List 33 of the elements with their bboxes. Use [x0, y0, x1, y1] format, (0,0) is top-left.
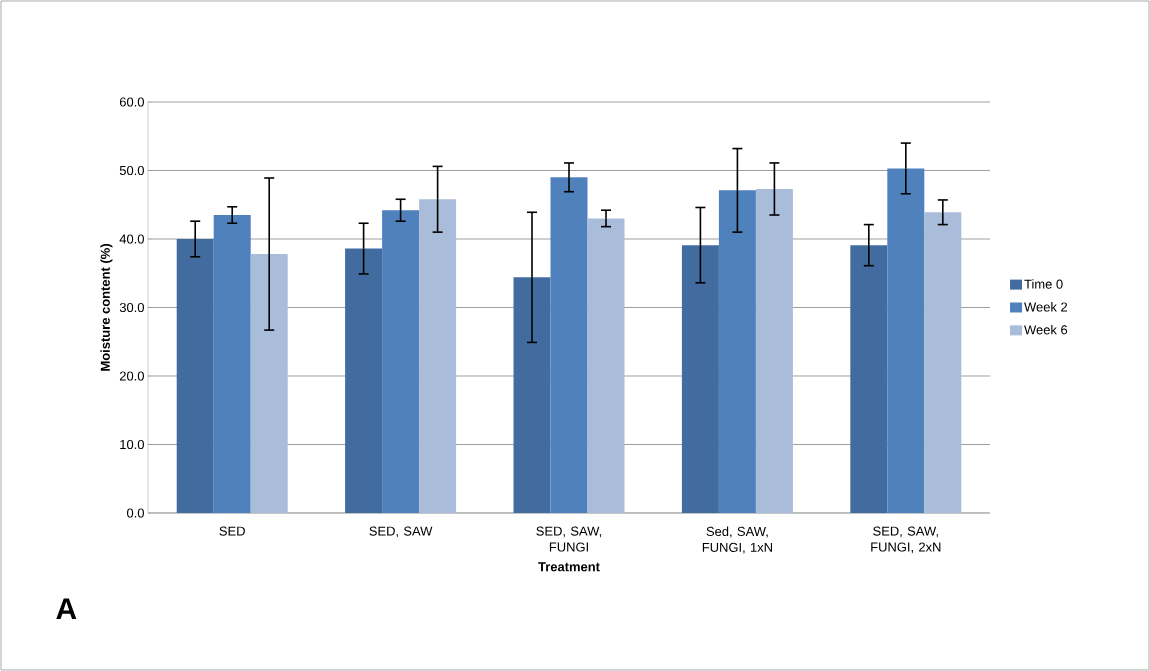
bar — [513, 277, 551, 513]
x-tick-label: SED, SAW — [369, 526, 433, 538]
bar — [213, 215, 251, 513]
bar — [176, 238, 214, 513]
bar — [250, 254, 288, 513]
bar — [924, 212, 962, 513]
y-tick-label: 20.0 — [119, 371, 144, 381]
y-axis-title: Moisture content (%) — [100, 244, 113, 371]
x-tick-label: SED, SAW, FUNGI — [536, 526, 602, 552]
x-tick-label: Sed, SAW, FUNGI, 1xN — [702, 526, 772, 554]
x-axis-title: Treatment — [538, 562, 600, 572]
legend-label: Week 2 — [1024, 302, 1068, 312]
bar — [419, 199, 457, 513]
bar — [550, 177, 588, 513]
y-tick-label: 60.0 — [119, 97, 144, 107]
bar — [382, 210, 420, 513]
y-tick-label: 50.0 — [119, 165, 144, 176]
y-tick-label: 40.0 — [119, 234, 144, 244]
legend-label: Week 6 — [1024, 324, 1068, 335]
bar — [850, 245, 888, 513]
y-tick-label: 0.0 — [126, 508, 144, 518]
y-tick-label: 10.0 — [120, 439, 144, 450]
bar — [718, 190, 756, 513]
bar — [887, 168, 925, 513]
bar — [345, 248, 383, 513]
x-tick-label: SED — [219, 526, 245, 536]
x-tick-label: SED, SAW, FUNGI, 2xN — [871, 526, 941, 554]
bar — [755, 188, 793, 513]
legend-label: Time 0 — [1024, 279, 1063, 289]
bar — [587, 218, 625, 513]
y-tick-label: 30.0 — [119, 302, 144, 313]
bar — [681, 245, 719, 513]
text: A — [56, 598, 77, 619]
